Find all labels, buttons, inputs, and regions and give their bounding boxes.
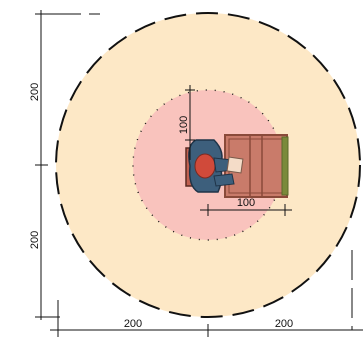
seated-person-icon	[185, 139, 244, 193]
dim-bottom-left: 200	[124, 318, 142, 330]
dimension-lines	[35, 10, 363, 337]
dim-inner-vertical: 100	[178, 116, 190, 134]
dim-bottom-right: 200	[275, 318, 293, 330]
dim-inner-horizontal: 100	[237, 197, 255, 209]
dim-left-upper: 200	[29, 83, 41, 101]
dim-left-lower: 200	[29, 231, 41, 249]
